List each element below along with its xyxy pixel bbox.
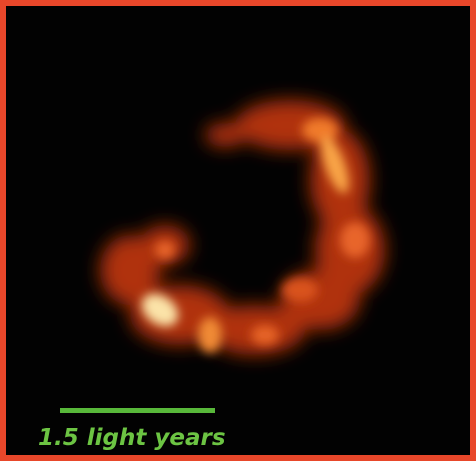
- scale-label: 1.5 light years: [38, 425, 226, 451]
- background: [6, 6, 470, 455]
- scale-bar: [60, 408, 215, 413]
- image: 1.5 light years: [0, 0, 476, 461]
- page: {"scale_label": "1.5 light years"} 1.5 l…: [0, 0, 476, 461]
